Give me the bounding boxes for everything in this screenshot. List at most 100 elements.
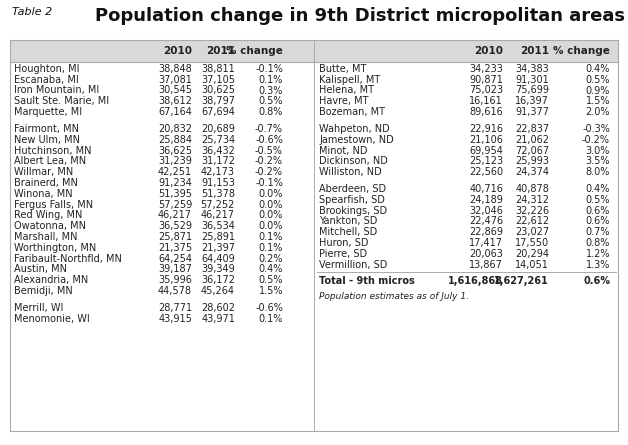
Text: -0.6%: -0.6% (255, 135, 283, 145)
Text: 36,172: 36,172 (201, 275, 235, 285)
Text: 3.0%: 3.0% (586, 146, 610, 155)
Bar (10, 40, 618, 62)
Text: 1.5%: 1.5% (259, 286, 283, 296)
Text: 20,294: 20,294 (515, 249, 549, 259)
Text: 42,173: 42,173 (201, 167, 235, 177)
Text: 36,432: 36,432 (201, 146, 235, 155)
Text: 91,377: 91,377 (515, 107, 549, 117)
Text: 14,051: 14,051 (515, 259, 549, 270)
Text: -0.2%: -0.2% (255, 156, 283, 166)
Text: 36,625: 36,625 (158, 146, 192, 155)
Text: 51,378: 51,378 (201, 189, 235, 199)
Text: 35,996: 35,996 (158, 275, 192, 285)
Text: Aberdeen, SD: Aberdeen, SD (319, 184, 386, 194)
Text: Bemidji, MN: Bemidji, MN (14, 286, 73, 296)
Text: 38,811: 38,811 (201, 64, 235, 74)
Text: 1,616,868: 1,616,868 (448, 275, 503, 286)
Text: -0.3%: -0.3% (582, 124, 610, 134)
Text: 23,027: 23,027 (515, 227, 549, 237)
Text: 24,189: 24,189 (469, 195, 503, 205)
Text: Population change in 9th District micropolitan areas: Population change in 9th District microp… (95, 7, 625, 25)
Text: 45,264: 45,264 (201, 286, 235, 296)
Text: 28,602: 28,602 (201, 303, 235, 313)
Text: % change: % change (226, 46, 283, 56)
Text: 37,105: 37,105 (201, 75, 235, 85)
Text: 91,301: 91,301 (515, 75, 549, 85)
Text: Population estimates as of July 1.: Population estimates as of July 1. (319, 292, 469, 301)
Text: 75,699: 75,699 (515, 85, 549, 96)
Text: Spearfish, SD: Spearfish, SD (319, 195, 385, 205)
Text: 0.6%: 0.6% (586, 206, 610, 215)
Text: Marshall, MN: Marshall, MN (14, 232, 77, 242)
Text: 17,550: 17,550 (515, 238, 549, 248)
Text: Faribault-Northfld, MN: Faribault-Northfld, MN (14, 254, 122, 263)
Text: 43,915: 43,915 (158, 313, 192, 324)
Text: 20,063: 20,063 (469, 249, 503, 259)
Text: 37,081: 37,081 (158, 75, 192, 85)
Text: 57,252: 57,252 (200, 199, 235, 210)
Text: Worthington, MN: Worthington, MN (14, 243, 96, 253)
Text: 16,397: 16,397 (515, 96, 549, 106)
Text: 0.6%: 0.6% (583, 275, 610, 286)
Text: -0.5%: -0.5% (255, 146, 283, 155)
Text: 22,837: 22,837 (515, 124, 549, 134)
Text: 31,172: 31,172 (201, 156, 235, 166)
Text: 43,971: 43,971 (201, 313, 235, 324)
Text: 2011: 2011 (520, 46, 549, 56)
Text: Minot, ND: Minot, ND (319, 146, 367, 155)
Text: 57,259: 57,259 (158, 199, 192, 210)
Text: 0.0%: 0.0% (259, 189, 283, 199)
Text: Merrill, WI: Merrill, WI (14, 303, 63, 313)
Text: 0.0%: 0.0% (259, 210, 283, 220)
Text: 0.6%: 0.6% (586, 216, 610, 227)
Text: Jamestown, ND: Jamestown, ND (319, 135, 394, 145)
Text: 24,312: 24,312 (515, 195, 549, 205)
Text: New Ulm, MN: New Ulm, MN (14, 135, 80, 145)
Text: 1,627,261: 1,627,261 (494, 275, 549, 286)
Text: Menomonie, WI: Menomonie, WI (14, 313, 90, 324)
Text: 1.2%: 1.2% (585, 249, 610, 259)
Text: Williston, ND: Williston, ND (319, 167, 382, 177)
Text: 0.4%: 0.4% (586, 64, 610, 74)
Text: 0.0%: 0.0% (259, 221, 283, 231)
Text: 25,891: 25,891 (201, 232, 235, 242)
Text: 20,689: 20,689 (201, 124, 235, 134)
Text: 24,374: 24,374 (515, 167, 549, 177)
Text: 0.1%: 0.1% (259, 232, 283, 242)
Text: Brookings, SD: Brookings, SD (319, 206, 387, 215)
Text: 38,797: 38,797 (201, 96, 235, 106)
Text: 25,734: 25,734 (201, 135, 235, 145)
Text: 20,832: 20,832 (158, 124, 192, 134)
Text: Escanaba, MI: Escanaba, MI (14, 75, 79, 85)
Text: Kalispell, MT: Kalispell, MT (319, 75, 380, 85)
Text: 0.8%: 0.8% (586, 238, 610, 248)
Text: 22,560: 22,560 (469, 167, 503, 177)
Text: 39,349: 39,349 (201, 264, 235, 274)
Text: Willmar, MN: Willmar, MN (14, 167, 73, 177)
Text: 13,867: 13,867 (469, 259, 503, 270)
Text: 44,578: 44,578 (158, 286, 192, 296)
Text: Fairmont, MN: Fairmont, MN (14, 124, 79, 134)
Text: 1.5%: 1.5% (585, 96, 610, 106)
Text: 38,612: 38,612 (158, 96, 192, 106)
Text: 28,771: 28,771 (158, 303, 192, 313)
Text: 64,254: 64,254 (158, 254, 192, 263)
Text: 91,153: 91,153 (201, 178, 235, 188)
Text: Havre, MT: Havre, MT (319, 96, 369, 106)
Text: 67,164: 67,164 (158, 107, 192, 117)
Text: 40,716: 40,716 (469, 184, 503, 194)
Text: Fergus Falls, MN: Fergus Falls, MN (14, 199, 93, 210)
Text: 8.0%: 8.0% (586, 167, 610, 177)
Text: Hutchinson, MN: Hutchinson, MN (14, 146, 92, 155)
Text: 0.0%: 0.0% (259, 199, 283, 210)
Text: 21,397: 21,397 (201, 243, 235, 253)
Text: Austin, MN: Austin, MN (14, 264, 67, 274)
Text: 46,217: 46,217 (201, 210, 235, 220)
Text: 40,878: 40,878 (515, 184, 549, 194)
Text: 25,993: 25,993 (515, 156, 549, 166)
Text: 0.5%: 0.5% (259, 96, 283, 106)
Text: 2011: 2011 (206, 46, 235, 56)
Text: 0.8%: 0.8% (259, 107, 283, 117)
Text: 32,226: 32,226 (515, 206, 549, 215)
Text: 2.0%: 2.0% (585, 107, 610, 117)
